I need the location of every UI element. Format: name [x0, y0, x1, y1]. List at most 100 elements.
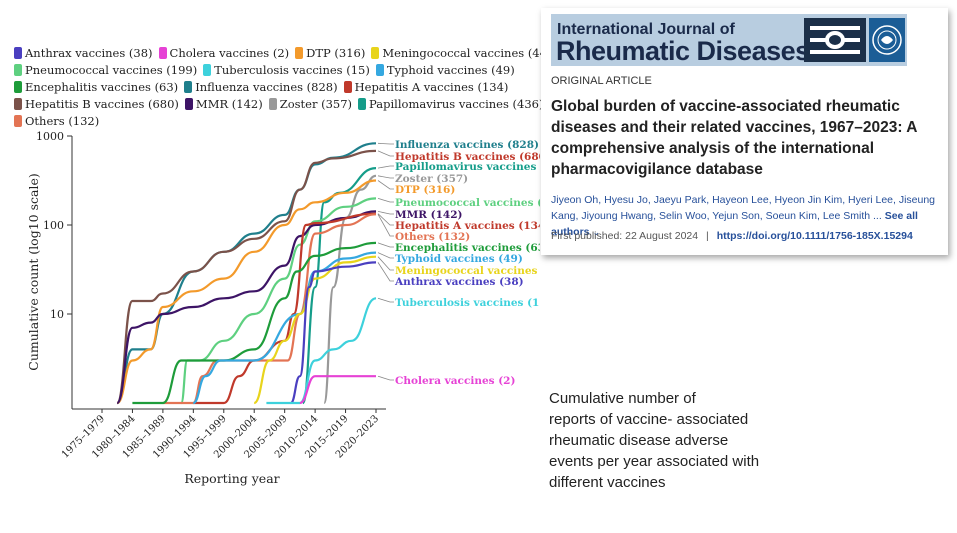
- label-connector: [377, 198, 394, 203]
- article-title[interactable]: Global burden of vaccine-associated rheu…: [551, 98, 917, 178]
- first-published-date: First published: 22 August 2024: [551, 230, 699, 242]
- legend-label: Encephalitis vaccines (63): [25, 79, 179, 94]
- caption-line: different vaccines: [549, 474, 666, 491]
- series-line: [299, 375, 376, 405]
- legend-label: Tuberculosis vaccines (15): [214, 62, 370, 77]
- label-connector: [377, 211, 394, 215]
- legend-row: Anthrax vaccines (38) Cholera vaccines (2…: [14, 44, 551, 61]
- series-line: [162, 213, 377, 405]
- legend-item: Hepatitis B vaccines (680): [14, 97, 179, 111]
- legend-item: Encephalitis vaccines (63): [14, 80, 178, 94]
- label-connector: [377, 142, 394, 145]
- series-end-label: Typhoid vaccines (49): [395, 253, 523, 265]
- label-connector: [377, 150, 394, 157]
- figure-caption: Cumulative number of reports of vaccine-…: [549, 388, 809, 493]
- legend-label: Pneumococcal vaccines (199): [25, 62, 198, 77]
- legend-item: Zoster (357): [268, 96, 353, 111]
- series-line: [193, 212, 377, 405]
- see-all-authors-link[interactable]: See all authors: [551, 210, 918, 238]
- legend-item: Others (132): [14, 114, 99, 128]
- series-end-label: Hepatitis B vaccines (680): [395, 151, 540, 163]
- series-line: [116, 210, 377, 405]
- series-end-label: Pneumococcal vaccines (199): [395, 197, 540, 209]
- legend-swatch: [14, 97, 22, 110]
- caption-line: rheumatic disease adverse: [549, 432, 729, 449]
- series-end-label: MMR (142): [395, 209, 462, 221]
- legend-row: Pneumococcal vaccines (199) Tuberculosis …: [14, 61, 534, 78]
- journal-name-line2: Rheumatic Diseases: [556, 36, 810, 66]
- legend-item: Meningococcal vaccines (44): [371, 46, 551, 60]
- series-line: [192, 251, 377, 405]
- author-list: Jiyeon Oh, Hyesu Jo, Jaeyu Park, Hayeon …: [551, 194, 936, 222]
- legend-label: Influenza vaccines (828): [195, 79, 338, 94]
- legend-label: Zoster (357): [279, 96, 353, 111]
- label-connector: [377, 262, 394, 282]
- label-connector: [377, 213, 394, 226]
- y-tick-label: 1000: [36, 130, 64, 143]
- series-end-label: Meningococcal vaccines (44): [395, 265, 540, 277]
- legend-row: Others (132): [14, 112, 534, 129]
- legend-label: Hepatitis B vaccines (680): [25, 96, 179, 111]
- series-end-label: Influenza vaccines (828): [395, 139, 539, 151]
- series-line: [253, 255, 377, 405]
- legend-swatch: [295, 46, 304, 59]
- series-end-label: Hepatitis A vaccines (134): [395, 220, 540, 232]
- legend-item: Pneumococcal vaccines (199): [14, 63, 197, 77]
- series-line: [116, 179, 377, 405]
- legend-swatch: [184, 97, 193, 110]
- legend-item: Typhoid vaccines (49): [375, 62, 515, 77]
- legend-item: Cholera vaccines (2): [158, 45, 290, 60]
- legend-swatch: [158, 46, 167, 59]
- y-tick-label: 10: [50, 308, 64, 321]
- chart-series-labels: Influenza vaccines (828)Hepatitis B vacc…: [394, 139, 540, 387]
- series-line: [323, 174, 377, 405]
- series-end-label: Tuberculosis vaccines (15): [395, 297, 540, 309]
- chart-label-connectors: [377, 142, 394, 381]
- legend-swatch: [14, 63, 22, 76]
- x-axis-label: Reporting year: [184, 471, 279, 486]
- legend-label: Typhoid vaccines (49): [386, 62, 515, 77]
- series-end-label: Zoster (357): [395, 173, 468, 185]
- label-connector: [377, 180, 394, 190]
- legend-label: MMR (142): [195, 96, 263, 111]
- series-end-label: Papillomavirus vaccines (436): [395, 161, 540, 173]
- legend-label: Cholera vaccines (2): [169, 45, 290, 60]
- society-seal-icon: [869, 18, 905, 62]
- series-end-label: DTP (316): [395, 184, 455, 196]
- series-end-label: Anthrax vaccines (38): [394, 276, 524, 288]
- legend-row: Hepatitis B vaccines (680) MMR (142) Zoste…: [14, 95, 543, 112]
- label-connector: [377, 252, 394, 259]
- legend-swatch: [268, 97, 277, 110]
- legend-swatch: [371, 46, 380, 59]
- journal-name-line1: International Journal of: [557, 21, 735, 38]
- legend-item: Anthrax vaccines (38): [14, 46, 153, 60]
- series-line: [289, 261, 377, 405]
- legend-item: Hepatitis A vaccines (134): [343, 80, 508, 94]
- pub-separator: |: [706, 230, 709, 242]
- legend-swatch: [203, 63, 212, 76]
- legend-swatch: [14, 80, 22, 93]
- series-end-label: Encephalitis vaccines (63): [395, 242, 540, 254]
- y-axis-label: Cumulative count (log10 scale): [26, 173, 41, 370]
- label-connector: [377, 165, 394, 169]
- journal-banner: International Journal of Rheumatic Disea…: [551, 14, 907, 66]
- series-line: [132, 241, 377, 405]
- label-connector: [377, 175, 394, 179]
- publication-info: First published: 22 August 2024 | https:…: [551, 230, 913, 242]
- caption-line: events per year associated with: [549, 453, 760, 470]
- series-end-label: Cholera vaccines (2): [395, 375, 515, 387]
- legend-label: Papillomavirus vaccines (436): [369, 96, 544, 111]
- legend-swatch: [184, 80, 193, 93]
- legend-swatch: [14, 46, 22, 59]
- legend-item: Tuberculosis vaccines (15): [203, 63, 370, 77]
- chevron-down-icon[interactable]: ⌄: [592, 227, 600, 237]
- label-connector: [377, 214, 394, 237]
- paper-card: International Journal of Rheumatic Disea…: [541, 8, 948, 255]
- legend-swatch: [375, 63, 384, 76]
- y-tick-label: 100: [43, 219, 64, 232]
- article-type: ORIGINAL ARTICLE: [551, 75, 652, 87]
- doi-link[interactable]: https://doi.org/10.1111/1756-185X.15294: [716, 230, 913, 242]
- chart-axes: 1000100101975–19791980–19841985–19891990…: [36, 130, 386, 461]
- legend-label: Meningococcal vaccines (44): [382, 45, 552, 60]
- legend-label: Others (132): [25, 113, 100, 128]
